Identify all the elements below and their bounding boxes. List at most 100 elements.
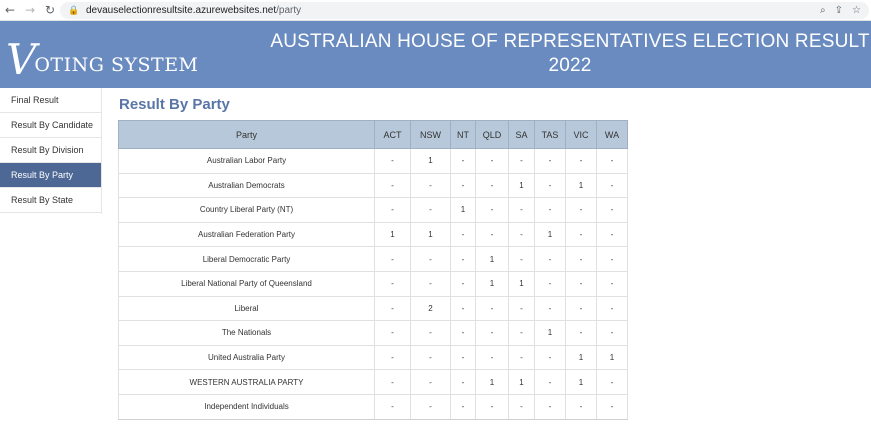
share-icon[interactable]: ⇪: [834, 5, 844, 16]
sidebar-item-result-by-state[interactable]: Result By State: [0, 188, 101, 213]
column-header-party: Party: [118, 120, 375, 149]
lock-icon[interactable]: 🔒: [68, 5, 80, 16]
table-header-row: Party ACT NSW NT QLD SA TAS VIC WA: [118, 120, 628, 149]
seat-count-cell: -: [410, 173, 451, 199]
seat-count-cell: -: [450, 369, 476, 395]
table-row: The Nationals - - - - -1- -: [118, 320, 628, 346]
seat-count-cell: -: [596, 173, 628, 199]
sidebar-item-result-by-division[interactable]: Result By Division: [0, 138, 101, 163]
results-table: Party ACT NSW NT QLD SA TAS VIC WA Australian La…: [118, 120, 628, 420]
seat-count-cell: -: [508, 222, 535, 248]
seat-count-cell: -: [450, 296, 476, 322]
seat-count-cell: -: [596, 369, 628, 395]
seat-count-cell: -: [508, 394, 535, 420]
table-row: United Australia Party - - - - - -1 1: [118, 345, 628, 371]
url-path: /party: [276, 5, 302, 16]
star-icon[interactable]: ☆: [852, 5, 861, 16]
seat-count-cell: -: [475, 173, 509, 199]
logo-text: OTING SYSTEM: [34, 54, 199, 76]
seat-count-cell: -: [565, 296, 597, 322]
table-row: Australian Labor Party -1- - - - - -: [118, 148, 628, 174]
seat-count-cell: -: [450, 394, 476, 420]
party-name-cell: Liberal National Party of Queensland: [118, 271, 375, 297]
seat-count-cell: 1: [508, 173, 535, 199]
seat-count-cell: -: [534, 394, 566, 420]
seat-count-cell: -: [534, 197, 566, 223]
seat-count-cell: -: [450, 222, 476, 248]
party-name-cell: Independent Individuals: [118, 394, 375, 420]
seat-count-cell: -: [374, 197, 411, 223]
seat-count-cell: 1: [508, 271, 535, 297]
party-name-cell: Liberal Democratic Party: [118, 246, 375, 272]
page-title: Result By Party: [119, 96, 230, 113]
seat-count-cell: -: [596, 296, 628, 322]
seat-count-cell: -: [374, 369, 411, 395]
table-row: Liberal Democratic Party - - -1- - - -: [118, 246, 628, 272]
back-arrow-icon[interactable]: ←: [4, 3, 16, 17]
sidebar-item-final-result[interactable]: Final Result: [0, 88, 101, 113]
seat-count-cell: -: [596, 394, 628, 420]
sidebar-item-result-by-candidate[interactable]: Result By Candidate: [0, 113, 101, 138]
seat-count-cell: 1: [534, 222, 566, 248]
url-text[interactable]: devauselectionresultsite.azurewebsites.n…: [86, 5, 301, 16]
address-bar[interactable]: 🔒 devauselectionresultsite.azurewebsites…: [60, 2, 869, 19]
party-name-cell: Country Liberal Party (NT): [118, 197, 375, 223]
seat-count-cell: -: [534, 345, 566, 371]
seat-count-cell: -: [374, 173, 411, 199]
seat-count-cell: -: [410, 246, 451, 272]
sidebar-item-result-by-party[interactable]: Result By Party: [0, 163, 101, 188]
seat-count-cell: -: [374, 246, 411, 272]
seat-count-cell: 1: [410, 222, 451, 248]
seat-count-cell: 2: [410, 296, 451, 322]
seat-count-cell: 1: [565, 173, 597, 199]
seat-count-cell: -: [374, 296, 411, 322]
seat-count-cell: -: [565, 246, 597, 272]
seat-count-cell: 1: [475, 271, 509, 297]
table-row: Independent Individuals - - - - - - - -: [118, 394, 628, 420]
seat-count-cell: -: [508, 296, 535, 322]
seat-count-cell: -: [508, 148, 535, 174]
seat-count-cell: -: [596, 320, 628, 346]
column-header-wa: WA: [596, 120, 628, 149]
forward-arrow-icon[interactable]: →: [24, 3, 36, 17]
seat-count-cell: -: [450, 246, 476, 272]
zoom-icon[interactable]: ⌕: [820, 5, 826, 16]
seat-count-cell: -: [410, 271, 451, 297]
party-name-cell: The Nationals: [118, 320, 375, 346]
logo-initial: V: [6, 35, 36, 84]
seat-count-cell: -: [534, 148, 566, 174]
sidebar-nav: Final Result Result By Candidate Result …: [0, 88, 102, 214]
seat-count-cell: -: [596, 246, 628, 272]
seat-count-cell: -: [508, 320, 535, 346]
party-name-cell: WESTERN AUSTRALIA PARTY: [118, 369, 375, 395]
seat-count-cell: -: [374, 320, 411, 346]
seat-count-cell: 1: [565, 369, 597, 395]
table-row: Australian Democrats - - - -1-1-: [118, 173, 628, 199]
seat-count-cell: -: [596, 271, 628, 297]
seat-count-cell: -: [410, 320, 451, 346]
logo[interactable]: V OTING SYSTEM: [6, 26, 199, 82]
column-header-vic: VIC: [565, 120, 597, 149]
seat-count-cell: -: [565, 222, 597, 248]
column-header-nsw: NSW: [410, 120, 451, 149]
table-row: WESTERN AUSTRALIA PARTY - - -1 1-1-: [118, 369, 628, 395]
reload-icon[interactable]: ↻: [44, 3, 56, 17]
column-header-tas: TAS: [534, 120, 566, 149]
seat-count-cell: -: [534, 271, 566, 297]
seat-count-cell: -: [410, 345, 451, 371]
seat-count-cell: -: [475, 296, 509, 322]
party-name-cell: Liberal: [118, 296, 375, 322]
party-name-cell: United Australia Party: [118, 345, 375, 371]
seat-count-cell: -: [565, 394, 597, 420]
seat-count-cell: -: [596, 197, 628, 223]
seat-count-cell: -: [565, 271, 597, 297]
seat-count-cell: -: [475, 345, 509, 371]
seat-count-cell: 1: [596, 345, 628, 371]
column-header-act: ACT: [374, 120, 411, 149]
seat-count-cell: -: [374, 345, 411, 371]
seat-count-cell: -: [534, 369, 566, 395]
seat-count-cell: -: [410, 197, 451, 223]
seat-count-cell: 1: [475, 369, 509, 395]
seat-count-cell: -: [475, 394, 509, 420]
seat-count-cell: -: [410, 394, 451, 420]
